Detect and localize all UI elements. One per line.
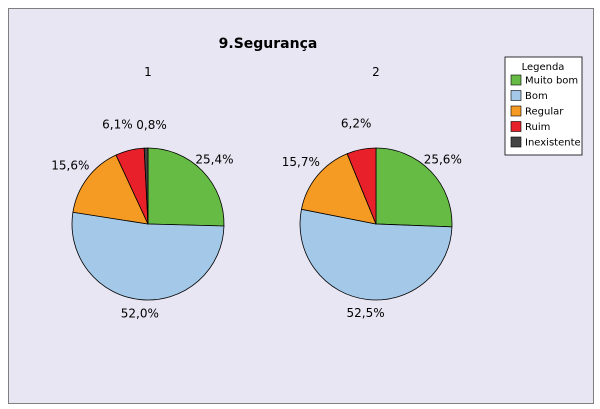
pie-2-slice-ruim bbox=[346, 147, 377, 225]
pie-1-slice-muito-bom bbox=[147, 147, 225, 227]
pie-2-data-label: 52,5% bbox=[347, 306, 385, 320]
pies-group: 1 25,4% 52,0% 15,6% 6,1% 0,8% 2 25,6% 52,5% 15,7%… bbox=[51, 65, 462, 320]
pie-2-data-label: 6,2% bbox=[341, 116, 372, 130]
pie-1: 1 25,4% 52,0% 15,6% 6,1% 0,8% bbox=[51, 65, 233, 320]
legend-swatch bbox=[510, 105, 522, 117]
pie-2-series-label: 2 bbox=[372, 65, 380, 79]
pie-1-slice-regular bbox=[72, 154, 149, 225]
pie-1-data-label: 52,0% bbox=[121, 306, 159, 320]
legend-entry: Regular bbox=[525, 107, 564, 118]
legend-entry: Ruim bbox=[525, 122, 550, 133]
legend-swatch bbox=[510, 74, 522, 86]
pie-2-slice-bom bbox=[299, 208, 453, 301]
pie-2-slice-muito-bom bbox=[375, 147, 453, 228]
pie-1-slice-inexistente bbox=[143, 147, 149, 225]
pie-1-series-label: 1 bbox=[144, 65, 152, 79]
pie-2: 2 25,6% 52,5% 15,7% 6,2% bbox=[282, 65, 462, 320]
legend-entry: Bom bbox=[525, 91, 548, 102]
legend-swatch bbox=[510, 121, 522, 132]
pie-1-slice-bom bbox=[71, 211, 225, 301]
legend-entry: Inexistente bbox=[525, 138, 581, 149]
legend: Legenda Muito bom Bom Regular Ruim Inexisten… bbox=[504, 56, 583, 156]
legend-entry: Muito bom bbox=[525, 76, 578, 87]
legend-title: Legenda bbox=[522, 62, 565, 73]
pie-2-data-label: 15,7% bbox=[282, 155, 320, 169]
pie-2-data-label: 25,6% bbox=[424, 153, 462, 167]
pie-1-data-label: 0,8% bbox=[136, 118, 167, 132]
legend-swatch bbox=[510, 136, 522, 148]
pie-1-data-label: 6,1% bbox=[102, 117, 133, 131]
chart-title: 9.Segurança bbox=[219, 36, 318, 52]
legend-swatch bbox=[510, 90, 522, 101]
pie-1-data-label: 15,6% bbox=[51, 158, 89, 172]
pie-2-slice-regular bbox=[300, 153, 377, 225]
pie-1-data-label: 25,4% bbox=[195, 152, 233, 166]
